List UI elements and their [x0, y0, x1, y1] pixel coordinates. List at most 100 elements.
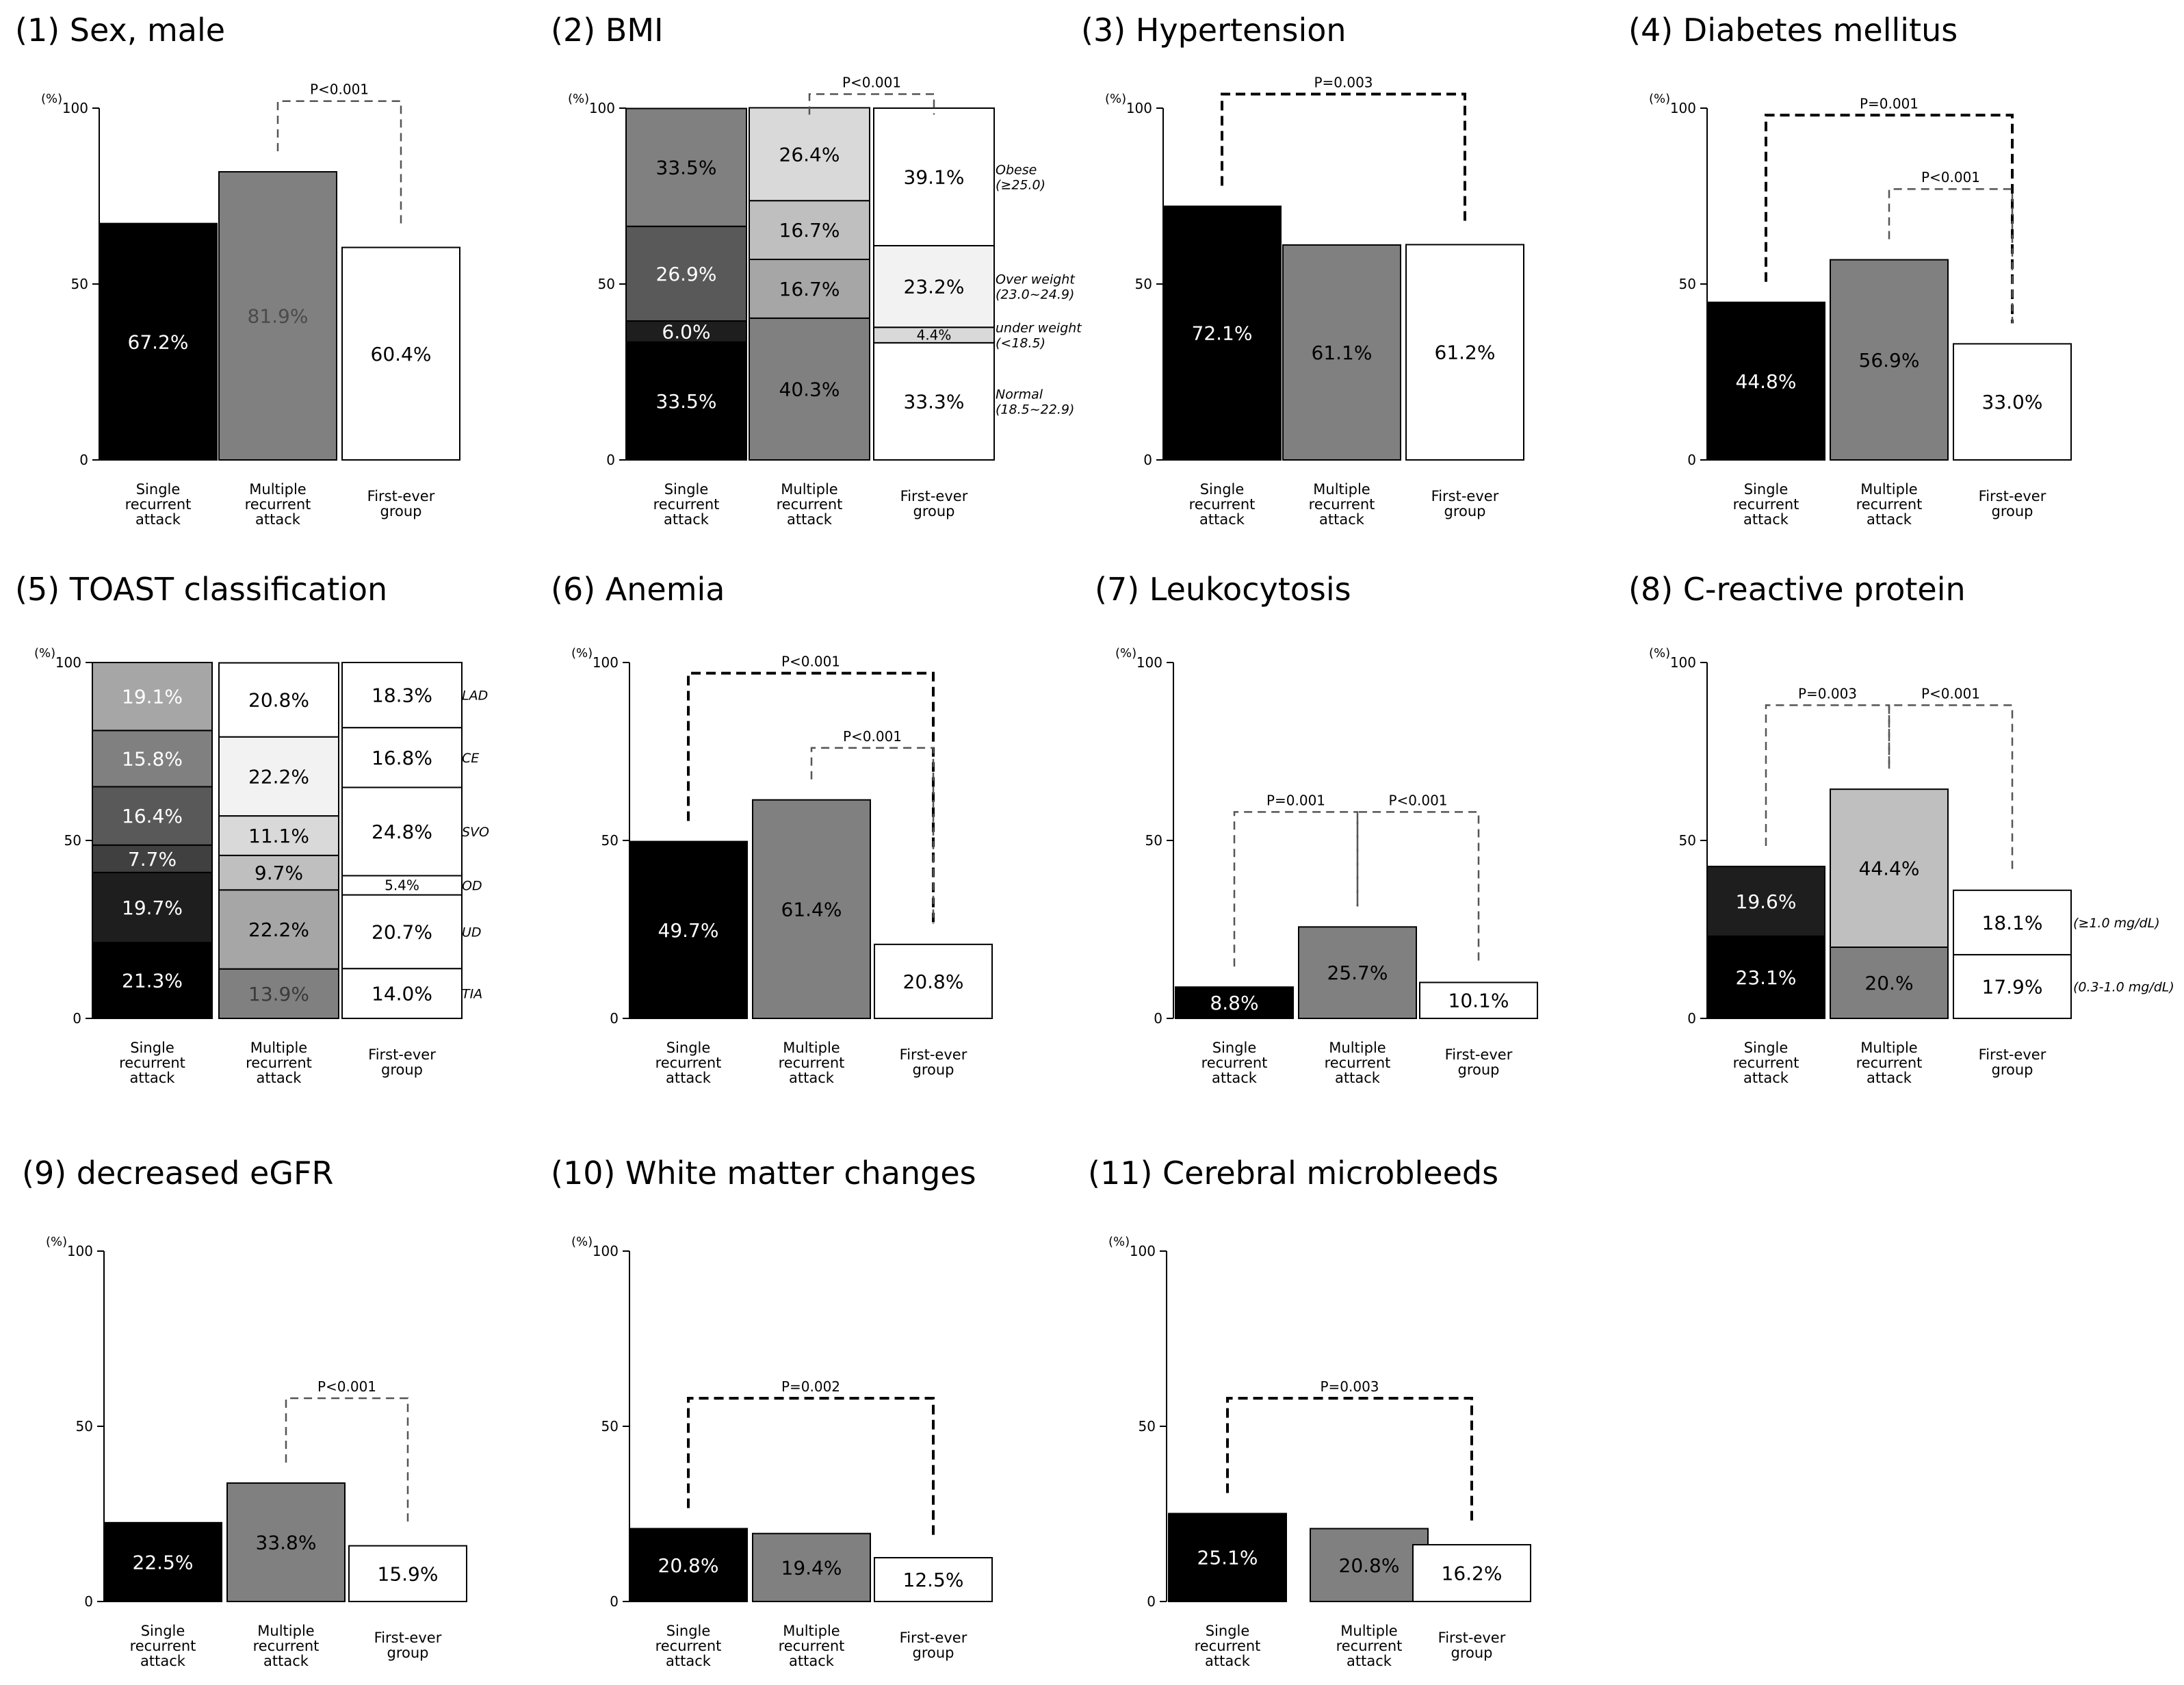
chart-title: (7) Leukocytosis: [1095, 571, 1351, 608]
category-label: recurrent: [253, 1638, 320, 1654]
bar-value-label: 61.2%: [1435, 342, 1496, 364]
category-label: attack: [140, 1653, 186, 1669]
category-label: Single: [1744, 481, 1789, 498]
y-tick-label: 50: [71, 276, 88, 292]
y-tick-label: 0: [610, 1593, 619, 1610]
segment-value-label: 23.2%: [904, 276, 965, 298]
stack-segment-0-3: [625, 107, 747, 227]
y-unit-label: (%): [571, 1235, 593, 1249]
segment-value-label: 19.6%: [1736, 890, 1797, 913]
chart-title: (3) Hypertension: [1081, 12, 1347, 49]
p-value-label: P<0.001: [1921, 685, 1980, 702]
y-tick-label: 0: [1147, 1593, 1156, 1610]
bar-value-label: 44.8%: [1736, 370, 1797, 393]
segment-value-label: 19.7%: [122, 897, 183, 919]
y-unit-label: (%): [568, 92, 589, 106]
y-tick-label: 50: [598, 276, 615, 292]
significance-bracket: [1356, 811, 1480, 962]
category-label: Single: [666, 1623, 711, 1639]
significance-bracket: [276, 100, 402, 227]
y-tick-label: 100: [1136, 654, 1162, 671]
category-label: First-ever: [367, 488, 435, 504]
category-label: First-ever: [900, 488, 968, 504]
category-label: recurrent: [653, 496, 720, 513]
category-label: Multiple: [1329, 1040, 1386, 1056]
bar-1: [1830, 259, 1949, 461]
category-label: group: [1444, 503, 1486, 519]
y-unit-label: (%): [41, 92, 62, 106]
segment-value-label: 19.1%: [122, 686, 183, 708]
segment-value-label: 20.7%: [372, 921, 432, 943]
segment-legend-label: (≥25.0): [996, 177, 1045, 192]
significance-bracket: [1888, 188, 2014, 324]
category-label: group: [1992, 1062, 2033, 1078]
bar-value-label: 33.0%: [1982, 391, 2043, 413]
bar-value-label: 20.8%: [1339, 1554, 1400, 1577]
category-label: First-ever: [1431, 488, 1499, 504]
stack-segment-0-2: [625, 225, 747, 322]
segment-value-label: 16.7%: [779, 219, 840, 242]
p-value-label: P<0.001: [317, 1378, 376, 1395]
y-tick-label: 50: [76, 1418, 93, 1435]
category-label: group: [381, 1062, 423, 1078]
category-label: Multiple: [783, 1040, 840, 1056]
segment-value-label: 4.4%: [917, 327, 952, 344]
segment-legend-label: (≥1.0 mg/dL): [2073, 916, 2160, 931]
p-value-label: P<0.001: [842, 74, 901, 90]
stack-segment-0-1: [1706, 865, 1825, 937]
segment-value-label: 9.7%: [255, 862, 303, 884]
bar-value-label: 72.1%: [1192, 322, 1253, 345]
segment-legend-label: (0.3-1.0 mg/dL): [2073, 979, 2174, 994]
bar-value-label: 10.1%: [1448, 990, 1509, 1012]
bar-0: [1168, 1513, 1287, 1603]
segment-legend-label: Over weight: [996, 272, 1076, 287]
y-tick-label: 50: [1139, 1418, 1156, 1435]
category-label: recurrent: [1201, 1055, 1268, 1071]
segment-value-label: 16.4%: [122, 805, 183, 827]
stack-segment-1-3: [749, 107, 870, 202]
bar-value-label: 67.2%: [128, 331, 189, 353]
bar-2: [874, 1557, 993, 1602]
category-label: recurrent: [1733, 1055, 1799, 1071]
stack-segment-0-1: [625, 320, 747, 343]
category-label: group: [387, 1645, 429, 1661]
bar-value-label: 60.4%: [371, 343, 432, 365]
segment-value-label: 33.5%: [656, 157, 717, 179]
segment-value-label: 26.9%: [656, 263, 717, 285]
chart-panel-crp: (8) C-reactive protein (%) 0 50 100 23.1% 19.6…: [1628, 571, 2174, 1086]
bar-0: [99, 222, 218, 461]
category-label: recurrent: [125, 496, 192, 513]
bar-value-label: 16.2%: [1442, 1562, 1503, 1585]
segment-value-label: 18.1%: [1982, 912, 2043, 934]
category-label: group: [380, 503, 422, 519]
y-tick-label: 100: [1130, 1243, 1156, 1259]
y-tick-label: 50: [1145, 832, 1162, 849]
category-label: Multiple: [257, 1623, 314, 1639]
y-tick-label: 50: [1679, 276, 1696, 292]
bar-1: [752, 799, 871, 1019]
category-label: recurrent: [777, 496, 843, 513]
category-label: group: [913, 503, 955, 519]
category-label: attack: [1743, 511, 1789, 528]
category-label: recurrent: [655, 1638, 722, 1654]
category-label: recurrent: [119, 1055, 185, 1071]
category-label: attack: [1743, 1070, 1789, 1086]
bar-1: [226, 1482, 346, 1603]
y-tick-label: 0: [1154, 1010, 1162, 1027]
chart-title: (1) Sex, male: [15, 12, 225, 49]
y-tick-label: 100: [67, 1243, 93, 1259]
bar-0: [629, 840, 748, 1020]
bar-value-label: 25.1%: [1197, 1547, 1258, 1569]
segment-value-label: 16.8%: [372, 747, 432, 769]
stack-segment-1-5: [218, 662, 339, 738]
category-label: Multiple: [783, 1623, 840, 1639]
stack-segment-1-4: [218, 736, 339, 817]
segment-value-label: 24.8%: [372, 821, 432, 843]
chart-title: (8) C-reactive protein: [1628, 571, 1966, 608]
chart-title: (5) TOAST classification: [15, 571, 387, 608]
category-label: attack: [130, 1070, 176, 1086]
stack-segment-2-0: [1953, 953, 2072, 1020]
category-label: recurrent: [1733, 496, 1799, 513]
y-tick-label: 0: [1143, 452, 1152, 468]
segment-value-label: 39.1%: [904, 166, 965, 189]
